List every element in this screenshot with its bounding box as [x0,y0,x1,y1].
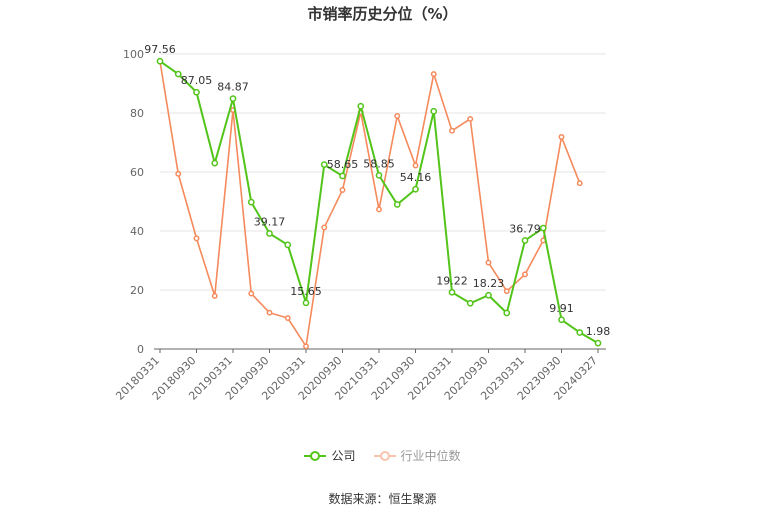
data-label: 9.91 [549,302,574,315]
legend-label-industry-median: 行业中位数 [400,449,461,463]
data-point-industry-median [558,133,565,140]
data-point-company [485,291,492,299]
y-tick-label: 100 [123,48,144,61]
legend-line-marker-icon [304,450,327,461]
y-tick-label: 0 [137,343,144,356]
data-point-industry-median [376,206,382,213]
data-point-company [284,241,292,249]
data-point-industry-median [394,113,401,119]
data-label: 19.22 [436,274,468,287]
legend-item-company[interactable]: 公司 [304,447,356,464]
data-label: 18.23 [473,277,505,290]
y-tick-label: 40 [130,225,144,238]
data-point-industry-median [467,115,474,122]
data-point-industry-median [503,288,510,295]
y-tick-label: 80 [130,107,144,120]
grid-lines [160,53,606,291]
data-label: 54.16 [400,171,432,184]
data-point-company [320,161,328,168]
x-axis: 2018033120180930201903312019093020200331… [113,348,606,403]
legend: 公司 行业中位数 [0,447,765,464]
data-point-industry-median [211,292,218,299]
data-point-company [412,185,419,193]
data-point-company [339,172,346,180]
data-point-company [393,201,401,208]
data-point-company [357,102,365,110]
data-point-company [430,107,438,115]
data-label: 84.87 [217,81,249,94]
series-layer [156,57,602,350]
data-point-company [594,339,602,347]
data-point-company [193,88,200,96]
data-point-company [539,224,547,232]
series-line-company [159,60,599,345]
y-tick-label: 60 [130,166,144,179]
legend-label-company: 公司 [331,449,356,463]
data-point-company [466,299,474,307]
data-point-industry-median [175,170,182,177]
y-tick-label: 20 [130,284,144,297]
data-label: 97.56 [144,43,176,56]
data-point-industry-median [339,187,346,193]
data-point-company [156,57,164,65]
series-line-industry-median [159,61,581,349]
data-point-industry-median [412,162,419,169]
data-point-industry-median [193,235,200,242]
legend-item-industry-median[interactable]: 行业中位数 [373,447,461,464]
data-point-company [174,70,182,78]
data-labels: 97.56 87.05 84.87 39.17 15.65 58.65 58.85 54.16… [144,43,610,338]
data-point-industry-median [284,315,291,321]
data-point-company [576,329,584,336]
data-point-company [247,198,255,206]
data-point-company [266,230,273,237]
data-point-company [521,237,529,244]
data-label: 39.17 [254,215,286,228]
data-source: 数据来源：恒生聚源 [328,492,437,506]
data-label: 15.65 [290,285,322,298]
legend-line-marker-icon [373,450,396,461]
data-label: 87.05 [181,74,213,87]
data-point-industry-median [522,271,528,278]
data-point-industry-median [266,309,273,316]
data-point-company [375,172,383,179]
data-label: 1.98 [586,325,611,338]
data-label: 58.65 [327,158,359,171]
data-label: 58.85 [363,157,395,170]
data-point-industry-median [248,290,255,297]
data-point-industry-median [449,127,455,134]
y-axis-ticks: 0 20 40 60 80 100 [123,48,144,356]
data-point-company [503,309,511,317]
data-label: 36.79 [509,222,541,235]
chart-title: 市销率历史分位（%） [307,5,458,23]
data-point-industry-median [430,71,437,78]
data-point-company [229,95,237,102]
data-point-industry-median [321,224,328,231]
data-point-company [211,159,219,167]
data-point-industry-median [485,259,492,266]
data-point-company [302,299,310,307]
data-point-company [558,316,565,324]
data-point-industry-median [576,180,583,187]
data-point-industry-median [303,343,309,350]
data-point-company [448,288,456,296]
